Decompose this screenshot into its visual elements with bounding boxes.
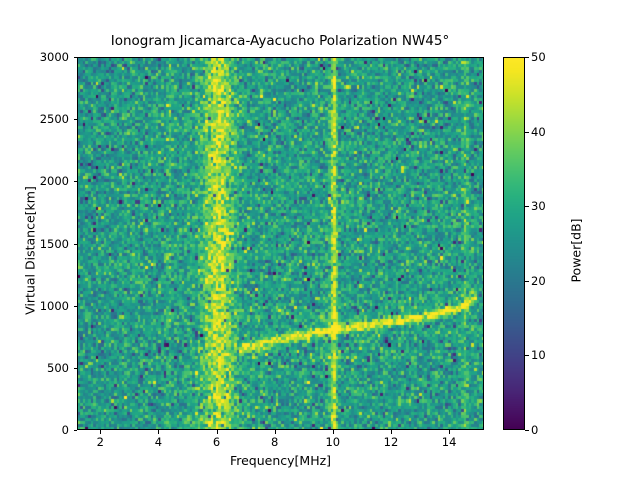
colorbar-label: Power[dB] — [568, 218, 584, 283]
ionogram-heatmap-canvas — [78, 58, 483, 429]
x-tick-mark — [332, 430, 334, 434]
x-tick-mark — [100, 430, 102, 434]
y-tick-mark — [73, 119, 77, 121]
x-tick-label: 14 — [441, 435, 457, 449]
y-tick-label: 1500 — [39, 236, 69, 251]
colorbar-tick-mark — [525, 57, 529, 58]
colorbar-gradient — [504, 58, 524, 429]
x-tick-label: 4 — [154, 435, 163, 449]
y-tick-label: 1000 — [39, 298, 69, 313]
colorbar-tick-label: 20 — [531, 273, 546, 288]
x-tick-mark — [216, 430, 218, 434]
x-tick-label: 2 — [96, 435, 104, 449]
y-tick-label: 500 — [47, 360, 69, 375]
colorbar-tick-mark — [525, 131, 529, 133]
x-tick-label: 10 — [325, 435, 341, 449]
x-tick-label: 12 — [383, 435, 399, 449]
x-tick-mark — [274, 430, 276, 434]
y-tick-mark — [73, 57, 77, 58]
y-tick-label: 2000 — [39, 174, 69, 189]
y-tick-mark — [73, 367, 77, 369]
colorbar-tick-mark — [525, 355, 529, 357]
colorbar — [503, 57, 525, 430]
colorbar-tick-mark — [525, 206, 529, 208]
y-tick-label: 0 — [61, 423, 69, 437]
figure-title: Ionogram Jicamarca-Ayacucho Polarization… — [0, 16, 560, 101]
colorbar-tick-mark — [525, 280, 529, 282]
y-tick-label: 2500 — [39, 112, 69, 127]
figure-title-line1: Ionogram Jicamarca-Ayacucho Polarization… — [110, 33, 450, 49]
x-axis-label: Frequency[MHz] — [229, 453, 332, 468]
colorbar-tick-label: 50 — [531, 50, 546, 64]
colorbar-tick-label: 30 — [531, 199, 546, 214]
y-tick-label: 3000 — [39, 50, 69, 64]
colorbar-tick-mark — [525, 430, 529, 431]
ionogram-plot-area — [77, 57, 484, 430]
colorbar-tick-label: 0 — [531, 423, 539, 437]
x-tick-mark — [449, 430, 451, 434]
x-tick-mark — [391, 430, 392, 434]
colorbar-tick-label: 40 — [531, 124, 546, 139]
x-tick-label: 6 — [212, 435, 221, 449]
y-axis-label: Virtual Distance[km] — [22, 186, 38, 315]
y-tick-mark — [73, 243, 77, 245]
y-tick-mark — [73, 305, 77, 307]
y-tick-mark — [73, 181, 77, 183]
y-tick-mark — [73, 430, 77, 431]
x-tick-label: 8 — [271, 435, 279, 449]
colorbar-tick-label: 10 — [531, 348, 546, 363]
x-tick-mark — [158, 430, 160, 434]
